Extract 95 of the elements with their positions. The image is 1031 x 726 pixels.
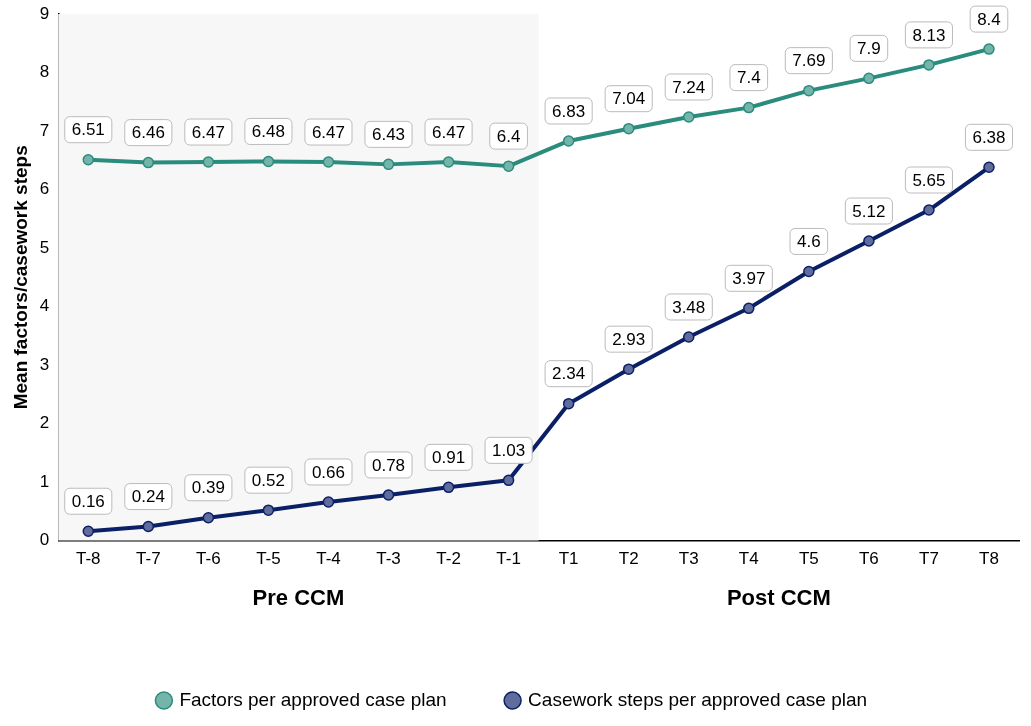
text: Post CCM: [726, 584, 831, 610]
point: [382, 158, 395, 171]
x-tick-label: T6: [858, 549, 879, 569]
data-label: 3.97: [732, 269, 766, 288]
data-label: 7.69: [792, 51, 826, 71]
legend-label: Casework steps per approved case plan: [528, 688, 868, 710]
data-label: 6.4: [496, 126, 521, 146]
point: [803, 265, 815, 278]
data-label: 6.47: [432, 122, 466, 142]
x-tick-label: T-1: [496, 549, 521, 569]
point: [682, 111, 695, 123]
data-label: 6.43: [371, 125, 406, 145]
data-label: 5.12: [852, 201, 886, 221]
x-tick-label: T-2: [436, 549, 461, 569]
y-tick-label: 2: [39, 413, 50, 433]
data-label: 0.52: [251, 470, 285, 490]
x-tick-label: T-8: [76, 549, 101, 569]
y-tick-label: 4: [39, 296, 50, 316]
point: [322, 156, 335, 168]
data-label: 6.38: [972, 127, 1006, 147]
data-label: 4.6: [797, 232, 821, 252]
x-tick-label: T2: [618, 549, 639, 569]
point: [743, 101, 755, 114]
point: [82, 153, 95, 166]
point: [502, 474, 515, 487]
y-tick-label: 9: [39, 3, 50, 23]
data-label: 7.4: [736, 68, 761, 88]
data-label: 0.78: [371, 455, 406, 475]
data-label: 0.24: [131, 487, 165, 507]
data-label: 6.83: [552, 101, 586, 121]
data-label: 1.03: [492, 441, 526, 461]
legend-label: Factors per approved case plan: [179, 688, 447, 710]
y-tick-label: 1: [39, 471, 50, 491]
y-tick-label: 0: [39, 530, 50, 550]
y-axis-title: Mean factors/casework steps: [9, 145, 31, 410]
point: [622, 122, 635, 135]
point: [262, 504, 275, 516]
point: [202, 512, 215, 524]
data-label: 7.9: [857, 39, 881, 59]
data-label: 6.48: [251, 122, 285, 142]
data-label: 8.13: [912, 25, 946, 45]
x-tick-label: T-5: [256, 549, 281, 569]
point: [502, 160, 515, 172]
point: [803, 84, 815, 97]
data-label: 2.34: [552, 364, 586, 384]
point: [983, 161, 995, 174]
data-label: 0.16: [71, 491, 105, 511]
point: [743, 302, 755, 315]
point: [382, 489, 395, 501]
point: [682, 331, 695, 343]
point: [442, 481, 455, 494]
data-label: 7.24: [672, 77, 706, 97]
data-label: 0.66: [311, 462, 346, 482]
x-tick-label: T8: [979, 549, 999, 569]
data-label: 0.91: [432, 448, 466, 468]
data-label: 6.46: [131, 123, 165, 143]
x-tick-label: T-3: [376, 549, 401, 569]
point: [863, 72, 875, 85]
point: [622, 363, 635, 375]
point: [442, 156, 455, 168]
point: [142, 520, 155, 533]
x-tick-label: T1: [558, 549, 579, 569]
point: [562, 397, 575, 410]
point: [923, 59, 935, 71]
data-label: 5.65: [912, 170, 946, 190]
band-label: Pre CCM: [252, 584, 345, 610]
x-tick-label: T5: [798, 549, 819, 569]
x-tick-label: T4: [738, 549, 759, 569]
data-label: 7.04: [612, 89, 646, 109]
point: [142, 156, 155, 169]
y-tick-label: 3: [39, 354, 50, 374]
x-tick-label: T-6: [196, 549, 221, 569]
y-tick-label: 6: [39, 179, 50, 199]
data-label: 0.39: [191, 478, 225, 498]
data-label: 2.93: [612, 329, 646, 349]
y-tick-label: 8: [39, 62, 50, 82]
x-tick-label: T7: [919, 549, 939, 569]
x-tick-label: T-4: [316, 549, 341, 569]
point: [562, 135, 575, 147]
x-tick-label: T-7: [136, 549, 161, 569]
data-label: 3.48: [672, 297, 706, 317]
data-label: 8.4: [977, 9, 1001, 29]
point: [863, 235, 875, 247]
data-label: 6.51: [71, 120, 105, 140]
data-label: 6.47: [191, 122, 225, 142]
y-tick-label: 7: [39, 120, 50, 140]
point: [202, 156, 215, 168]
point: [983, 43, 995, 55]
point: [82, 525, 95, 537]
y-tick-label: 5: [39, 237, 50, 257]
point: [923, 204, 935, 216]
x-tick-label: T3: [678, 549, 699, 569]
point: [262, 155, 275, 168]
point: [322, 496, 335, 508]
data-label: 6.47: [311, 122, 346, 142]
